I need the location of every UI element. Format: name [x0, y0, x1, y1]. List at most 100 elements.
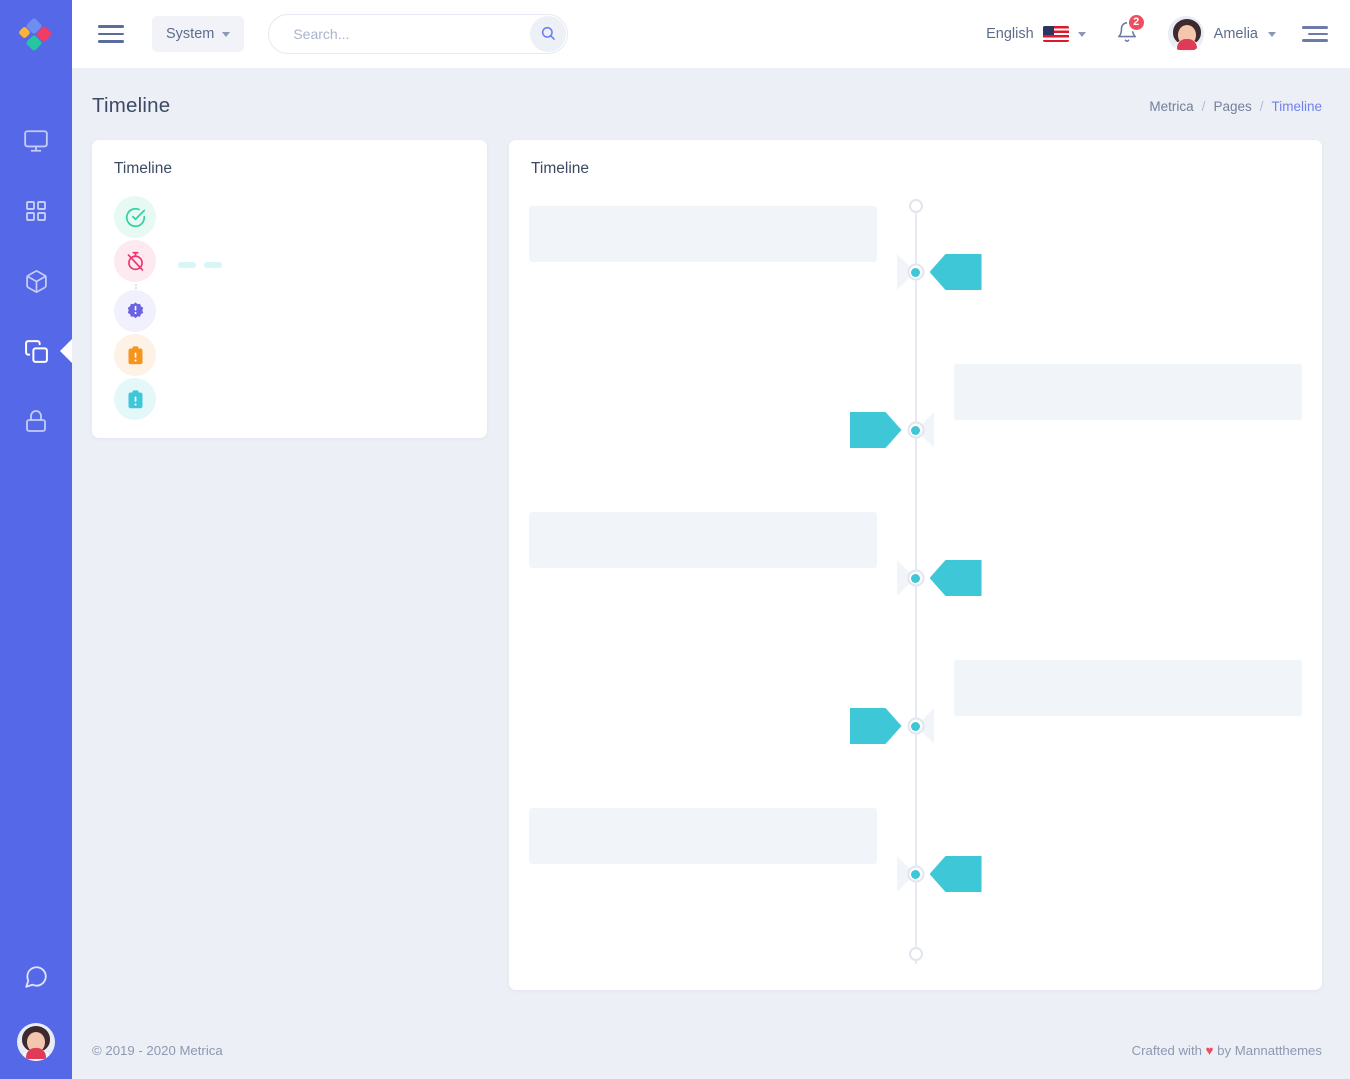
system-dropdown-label: System [166, 26, 215, 42]
footer-credit-suffix: by Mannatthemes [1213, 1042, 1322, 1058]
notification-count-badge: 2 [1126, 12, 1146, 32]
activity-timeline-item [114, 378, 465, 420]
avatar [1167, 16, 1204, 52]
timeline-date-badge[interactable] [929, 856, 982, 892]
timeline-event-panel [916, 660, 1302, 744]
timeline-cap-bottom-icon [908, 947, 923, 961]
grid-icon [24, 199, 48, 223]
topbar: System English 2 [72, 0, 1350, 68]
timeline-date-badge[interactable] [850, 412, 902, 448]
timeline-event [509, 660, 1322, 808]
timeline-node-icon [907, 717, 925, 735]
activity-timeline-item [114, 240, 465, 304]
left-timeline-card: Timeline [92, 140, 488, 438]
breadcrumb: Metrica / Pages / Timeline [1149, 99, 1322, 114]
copy-icon [24, 339, 49, 364]
right-timeline-card: Timeline [509, 140, 1322, 990]
system-dropdown[interactable]: System [152, 16, 245, 52]
activity-timeline-list [92, 178, 487, 420]
activity-header [178, 196, 465, 202]
sidebar-item-authentication[interactable] [0, 406, 72, 436]
chevron-down-icon [1077, 31, 1086, 37]
sidebar [0, 0, 72, 1079]
notifications-button[interactable]: 2 [1116, 12, 1146, 48]
monitor-icon [23, 128, 49, 154]
heart-icon: ♥ [1205, 1042, 1214, 1058]
sidebar-item-components[interactable] [0, 266, 72, 296]
activity-tags [178, 262, 465, 268]
activity-header [178, 240, 465, 246]
bell-icon [1116, 21, 1138, 47]
timeline-event [509, 196, 1322, 364]
settings-bars-icon[interactable] [1302, 26, 1328, 42]
stopwatch-off-icon [114, 240, 156, 282]
activity-timeline-item [114, 290, 465, 348]
search-icon [540, 25, 556, 44]
timeline-event-panel [916, 364, 1302, 448]
language-label: English [986, 26, 1034, 42]
cards-row: Timeline Timeline [72, 118, 1350, 990]
page-title: Timeline [92, 94, 171, 117]
footer-copyright: © 2019 - 2020 Metrica [92, 1042, 223, 1058]
activity-timeline-item [114, 334, 465, 392]
sidebar-item-apps[interactable] [0, 196, 72, 226]
vertical-timeline [509, 196, 1322, 964]
page-content: Timeline Metrica / Pages / Timeline Time… [72, 68, 1350, 1079]
chevron-down-icon [222, 31, 231, 37]
chevron-down-icon [1268, 31, 1276, 37]
brand-logo[interactable] [0, 0, 72, 68]
search-button[interactable] [530, 16, 567, 52]
breadcrumb-separator: / [1259, 98, 1264, 114]
left-card-title: Timeline [114, 160, 172, 177]
timeline-node-icon [907, 569, 925, 587]
sidebar-item-pages[interactable] [0, 336, 72, 366]
timeline-event-panel [529, 512, 916, 596]
timeline-event-panel [529, 206, 916, 290]
language-selector[interactable]: English [986, 26, 1086, 42]
activity-header [178, 378, 465, 384]
footer-credit-prefix: Crafted with [1131, 1042, 1206, 1058]
search-bar[interactable] [268, 14, 569, 54]
tag-badge[interactable] [204, 262, 222, 268]
box-icon [24, 269, 49, 294]
breadcrumb-item-2: Timeline [1271, 98, 1322, 114]
timeline-node-icon [907, 865, 925, 883]
check-circle-icon [114, 196, 156, 238]
active-indicator-arrow-icon [60, 339, 72, 363]
timeline-cap-top-icon [908, 199, 923, 213]
footer-credit: Crafted with ♥ by Mannatthemes [1132, 1043, 1322, 1058]
timeline-event [509, 364, 1322, 512]
diamond-cluster-logo-icon [18, 17, 53, 52]
hamburger-menu-icon[interactable] [98, 25, 124, 43]
chat-bubble-icon[interactable] [23, 964, 49, 995]
sidebar-profile-avatar[interactable] [17, 1023, 55, 1061]
user-menu[interactable]: Amelia [1167, 16, 1276, 52]
tag-badge[interactable] [178, 262, 196, 268]
us-flag-icon [1042, 26, 1069, 42]
timeline-panel-notch-icon [916, 708, 934, 744]
timeline-node-icon [907, 263, 925, 281]
activity-header [178, 290, 465, 296]
timeline-date-badge[interactable] [929, 560, 982, 596]
right-card-title: Timeline [531, 160, 590, 177]
page-header: Timeline Metrica / Pages / Timeline [72, 68, 1350, 118]
badge-alert-icon [114, 290, 156, 332]
timeline-node-icon [907, 421, 925, 439]
clipboard-alert-icon [114, 378, 156, 420]
breadcrumb-separator: / [1201, 98, 1206, 114]
breadcrumb-item-0[interactable]: Metrica [1149, 98, 1194, 114]
sidebar-nav [0, 126, 72, 436]
breadcrumb-item-1[interactable]: Pages [1213, 98, 1252, 114]
user-name: Amelia [1213, 26, 1258, 42]
clipboard-alert-icon [114, 334, 156, 376]
lock-icon [24, 409, 48, 433]
timeline-event [509, 808, 1322, 956]
timeline-date-badge[interactable] [850, 708, 902, 744]
timeline-panel-notch-icon [916, 412, 934, 448]
search-input[interactable] [269, 15, 510, 53]
topbar-right: English 2 Amelia [986, 12, 1350, 52]
sidebar-item-dashboard[interactable] [0, 126, 72, 156]
timeline-event [509, 512, 1322, 660]
sidebar-bottom [0, 964, 72, 1079]
timeline-date-badge[interactable] [929, 254, 982, 290]
